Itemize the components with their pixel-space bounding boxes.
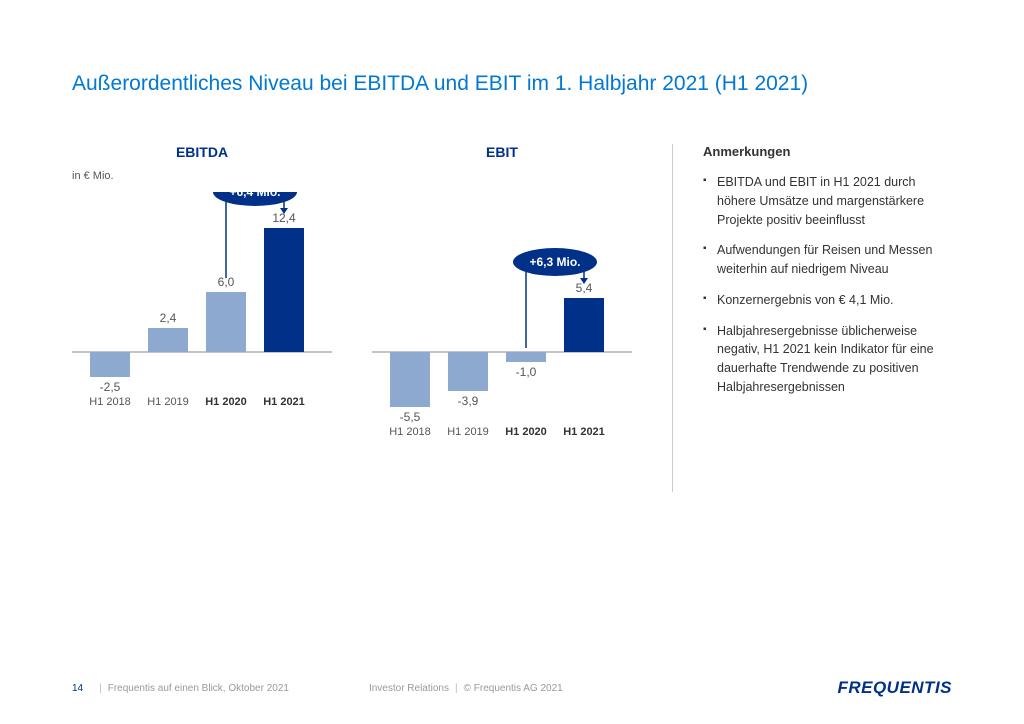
bar-value-label: -3,9 (458, 394, 479, 408)
bar-value-label: -2,5 (100, 380, 121, 394)
bar (264, 228, 304, 352)
bar (90, 352, 130, 377)
note-item: EBITDA und EBIT in H1 2021 durch höhere … (703, 173, 952, 229)
bar (564, 298, 604, 352)
bar (506, 352, 546, 362)
category-label: H1 2018 (89, 396, 131, 408)
page-title: Außerordentliches Niveau bei EBITDA und … (72, 72, 952, 96)
brand-logo: FREQUENTIS (837, 678, 952, 698)
page-number: 14 (72, 683, 83, 694)
category-label: H1 2018 (389, 426, 431, 438)
bar (206, 292, 246, 352)
ebit-chart-col: EBIT -5,5H1 2018-3,9H1 2019-1,0H1 20205,… (372, 144, 632, 492)
content-row: EBITDA in € Mio. -2,5H1 20182,4H1 20196,… (72, 144, 952, 492)
notes-title: Anmerkungen (703, 144, 952, 159)
callout-text: +6,3 Mio. (529, 255, 580, 269)
bar (448, 352, 488, 391)
ebitda-title: EBITDA (72, 144, 332, 160)
note-item: Aufwendungen für Reisen und Messen weite… (703, 241, 952, 279)
ebit-title: EBIT (372, 144, 632, 160)
ebitda-chart: -2,5H1 20182,4H1 20196,0H1 202012,4H1 20… (72, 192, 332, 492)
category-label: H1 2020 (505, 426, 547, 438)
category-label: H1 2019 (147, 396, 189, 408)
notes-column: Anmerkungen EBITDA und EBIT in H1 2021 d… (672, 144, 952, 492)
ebitda-chart-col: EBITDA in € Mio. -2,5H1 20182,4H1 20196,… (72, 144, 332, 492)
notes-list: EBITDA und EBIT in H1 2021 durch höhere … (703, 173, 952, 397)
bar (390, 352, 430, 407)
footer-right: © Frequentis AG 2021 (464, 683, 563, 694)
note-item: Konzernergebnis von € 4,1 Mio. (703, 291, 952, 310)
bar-value-label: -1,0 (516, 365, 537, 379)
category-label: H1 2019 (447, 426, 489, 438)
category-label: H1 2021 (563, 426, 605, 438)
footer-sep: | (455, 683, 458, 694)
footer-left: Frequentis auf einen Blick, Oktober 2021 (108, 683, 289, 694)
bar (148, 328, 188, 352)
unit-spacer (372, 170, 632, 184)
bar-value-label: 2,4 (160, 311, 177, 325)
unit-label: in € Mio. (72, 170, 332, 184)
category-label: H1 2021 (263, 396, 305, 408)
ebit-chart: -5,5H1 2018-3,9H1 2019-1,0H1 20205,4H1 2… (372, 192, 632, 492)
footer-sep: | (99, 683, 102, 694)
category-label: H1 2020 (205, 396, 247, 408)
callout-text: +6,4 Mio. (229, 192, 280, 199)
footer-center: Investor Relations (369, 683, 449, 694)
note-item: Halbjahresergebnisse üblicherweise negat… (703, 322, 952, 397)
bar-value-label: -5,5 (400, 410, 421, 424)
